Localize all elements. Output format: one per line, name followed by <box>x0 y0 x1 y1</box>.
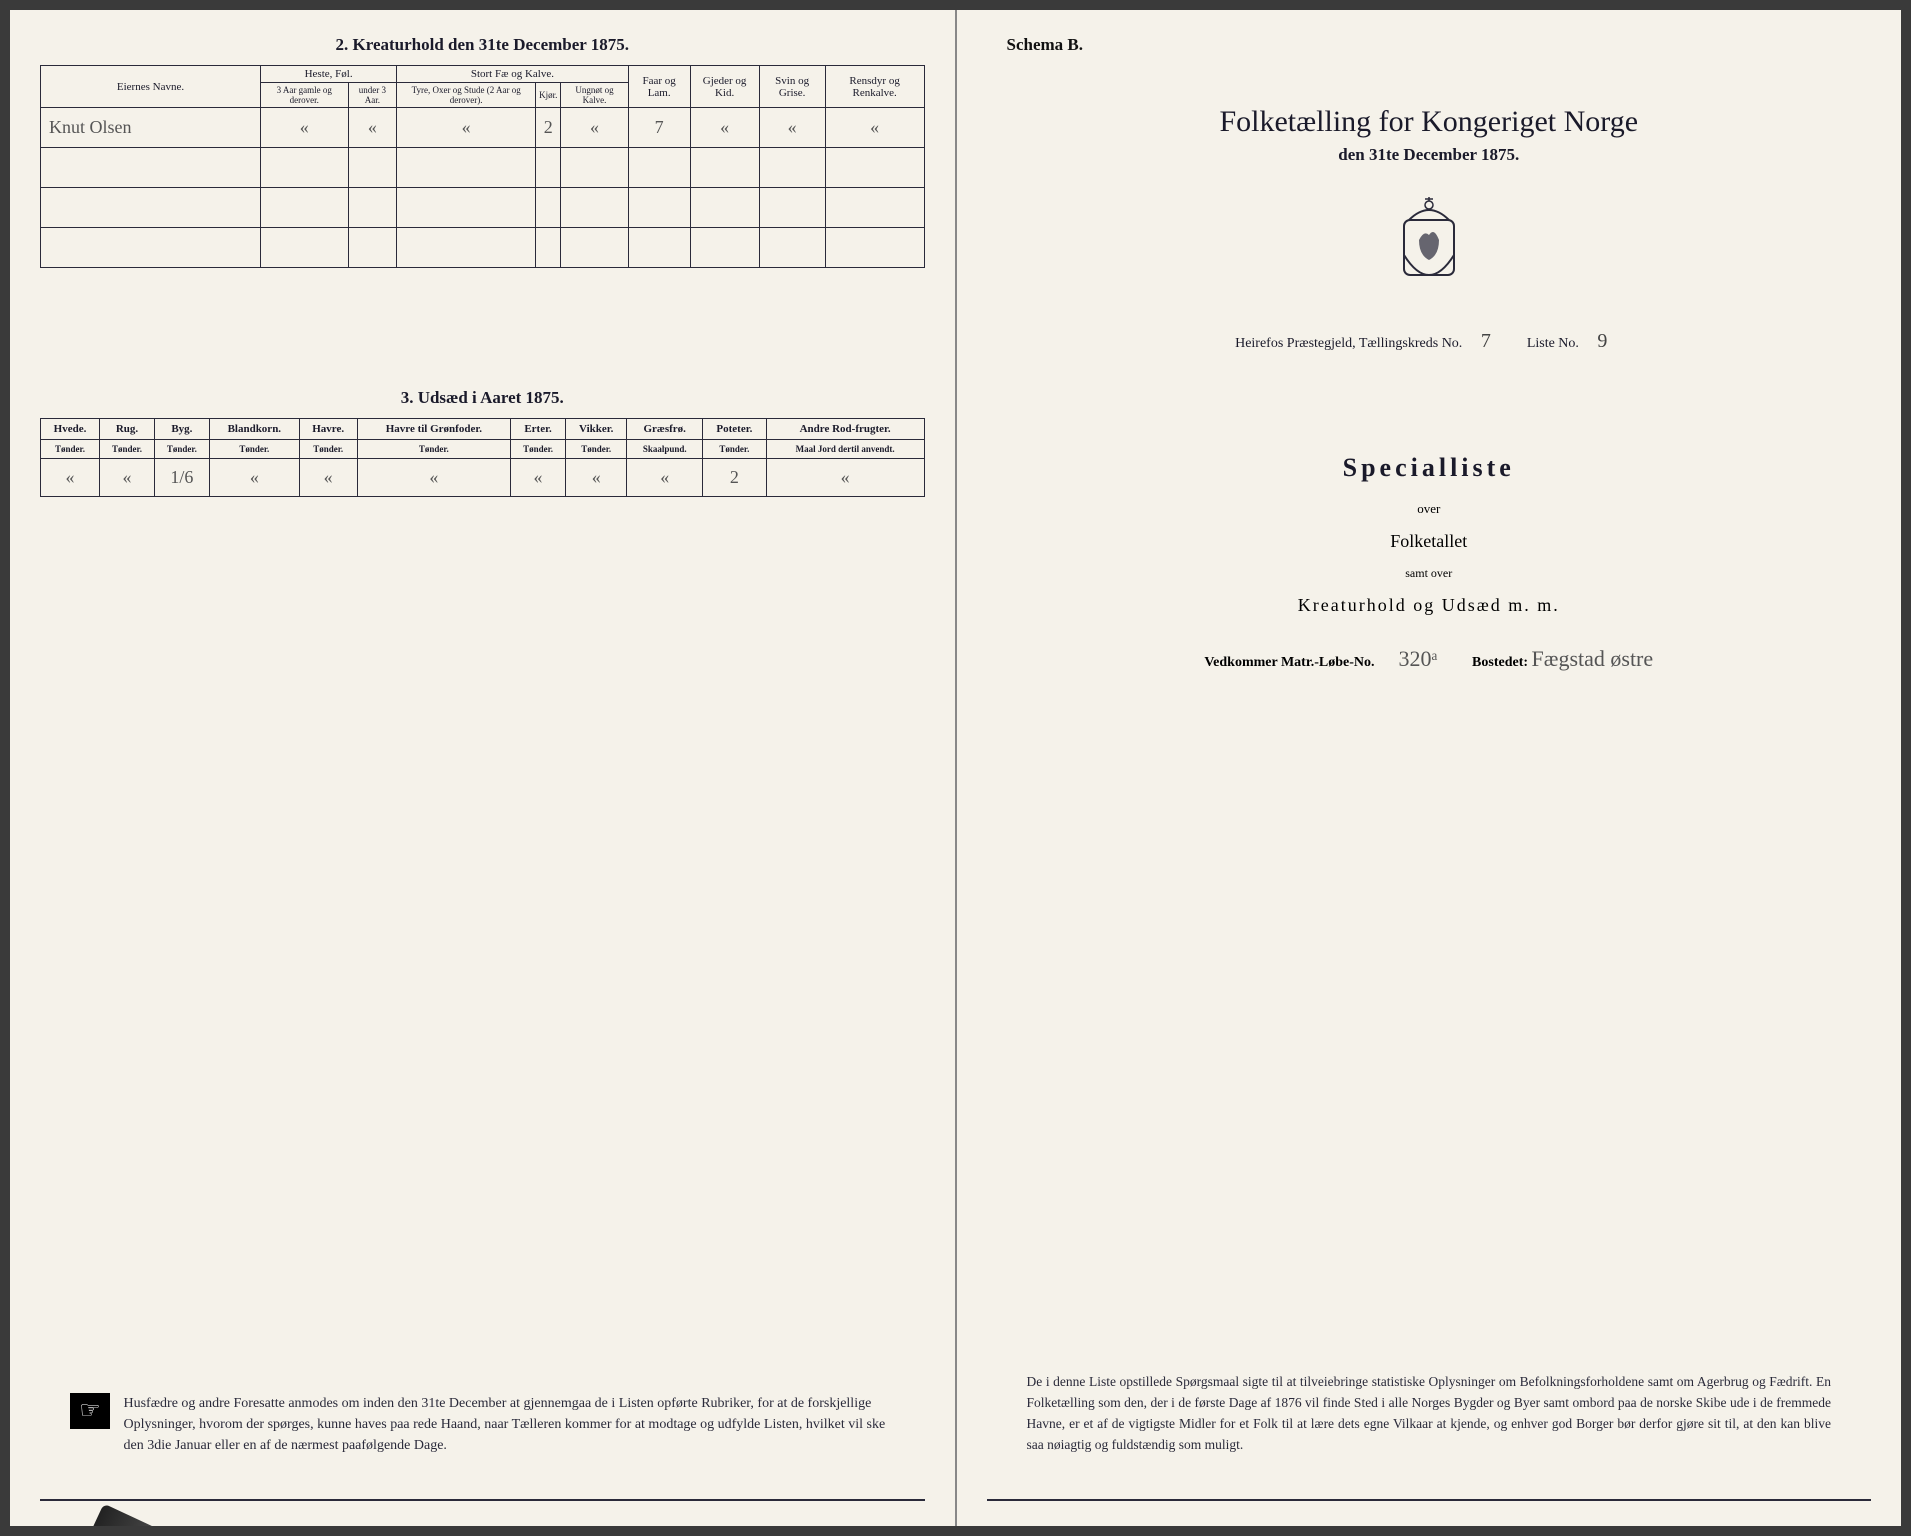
col-horses-b: under 3 Aar. <box>348 83 397 108</box>
unit: Tønder. <box>299 440 357 459</box>
col-cattle-c: Ungnøt og Kalve. <box>561 83 628 108</box>
unit: Tønder. <box>702 440 766 459</box>
col-sheep: Faar og Lam. <box>628 66 690 108</box>
cell: 2 <box>536 108 561 148</box>
col-owner: Eiernes Navne. <box>41 66 261 108</box>
main-title: Folketælling for Kongeriget Norge <box>987 105 1872 139</box>
cell-owner: Knut Olsen <box>41 108 261 148</box>
col-hvede: Hvede. <box>41 419 100 440</box>
cell: « <box>759 108 825 148</box>
liste-label: Liste No. <box>1527 336 1579 351</box>
cell: « <box>565 459 626 497</box>
binder-clip <box>91 1504 249 1526</box>
specialliste-title: Specialliste <box>987 453 1872 483</box>
section-3-title: 3. Udsæd i Aaret 1875. <box>40 388 925 408</box>
col-reindeer: Rensdyr og Renkalve. <box>825 66 924 108</box>
unit: Tønder. <box>154 440 209 459</box>
parish-label: Præstegjeld, Tællingskreds No. <box>1287 336 1463 351</box>
unit: Skaalpund. <box>627 440 703 459</box>
footnote-text: Husfædre og andre Foresatte anmodes om i… <box>124 1393 889 1456</box>
folketallet-label: Folketallet <box>987 531 1872 552</box>
book-spread: 2. Kreaturhold den 31te December 1875. E… <box>10 10 1901 1526</box>
cell: « <box>766 459 924 497</box>
cell: « <box>299 459 357 497</box>
col-cattle-b: Kjør. <box>536 83 561 108</box>
col-bland: Blandkorn. <box>209 419 299 440</box>
cell: « <box>261 108 349 148</box>
schema-label: Schema B. <box>1007 35 1872 55</box>
table-row <box>41 148 925 188</box>
unit: Tønder. <box>357 440 511 459</box>
matr-no: 320ᵃ <box>1378 646 1458 672</box>
cell: 1/6 <box>154 459 209 497</box>
col-rug: Rug. <box>100 419 155 440</box>
cell: « <box>690 108 759 148</box>
kreds-no: 7 <box>1466 330 1506 353</box>
col-havre: Havre. <box>299 419 357 440</box>
over-label: over <box>987 501 1872 517</box>
col-byg: Byg. <box>154 419 209 440</box>
parish-line: Heirefos Præstegjeld, Tællingskreds No. … <box>987 330 1872 353</box>
cell: « <box>825 108 924 148</box>
col-vikker: Vikker. <box>565 419 626 440</box>
unit: Maal Jord dertil anvendt. <box>766 440 924 459</box>
table-row <box>41 188 925 228</box>
col-cattle-group: Stort Fæ og Kalve. <box>397 66 628 83</box>
bottom-rule <box>40 1499 925 1501</box>
section-2-title: 2. Kreaturhold den 31te December 1875. <box>40 35 925 55</box>
right-footnote: De i denne Liste opstillede Spørgsmaal s… <box>1027 1372 1832 1456</box>
sub-title: den 31te December 1875. <box>987 145 1872 165</box>
col-erter: Erter. <box>511 419 566 440</box>
cell: « <box>357 459 511 497</box>
col-havre-g: Havre til Grønfoder. <box>357 419 511 440</box>
left-footnote: ☞ Husfædre og andre Foresatte anmodes om… <box>70 1393 895 1456</box>
cell: « <box>41 459 100 497</box>
col-andre: Andre Rod-frugter. <box>766 419 924 440</box>
cell: « <box>627 459 703 497</box>
table-row <box>41 228 925 268</box>
vedkommer-line: Vedkommer Matr.-Løbe-No. 320ᵃ Bostedet: … <box>987 646 1872 672</box>
bosted: Fægstad østre <box>1532 646 1654 672</box>
col-goats: Gjeder og Kid. <box>690 66 759 108</box>
col-cattle-a: Tyre, Oxer og Stude (2 Aar og derover). <box>397 83 536 108</box>
table-row: « « 1/6 « « « « « « 2 « <box>41 459 925 497</box>
left-page: 2. Kreaturhold den 31te December 1875. E… <box>10 10 956 1526</box>
samt-label: samt over <box>987 566 1872 581</box>
col-graes: Græsfrø. <box>627 419 703 440</box>
table-row: Knut Olsen « « « 2 « 7 « « « <box>41 108 925 148</box>
col-horses-a: 3 Aar gamle og derover. <box>261 83 349 108</box>
livestock-table: Eiernes Navne. Heste, Føl. Stort Fæ og K… <box>40 65 925 268</box>
cell: « <box>209 459 299 497</box>
kreatur-label: Kreaturhold og Udsæd m. m. <box>987 595 1872 616</box>
coat-of-arms-icon <box>987 195 1872 300</box>
bosted-label: Bostedet: <box>1472 655 1528 670</box>
right-page: Schema B. Folketælling for Kongeriget No… <box>956 10 1902 1526</box>
cell: « <box>100 459 155 497</box>
pointing-hand-icon: ☞ <box>70 1393 110 1429</box>
unit: Tønder. <box>41 440 100 459</box>
liste-no: 9 <box>1582 330 1622 353</box>
cell: « <box>511 459 566 497</box>
unit: Tønder. <box>565 440 626 459</box>
cell: 2 <box>702 459 766 497</box>
cell: « <box>561 108 628 148</box>
unit: Tønder. <box>511 440 566 459</box>
cell: « <box>397 108 536 148</box>
bottom-rule <box>987 1499 1872 1501</box>
vedk-label: Vedkommer Matr.-Løbe-No. <box>1204 655 1374 670</box>
unit: Tønder. <box>100 440 155 459</box>
cell: « <box>348 108 397 148</box>
col-pigs: Svin og Grise. <box>759 66 825 108</box>
cell: 7 <box>628 108 690 148</box>
parish-prefix: Heirefos <box>1235 336 1283 351</box>
col-poteter: Poteter. <box>702 419 766 440</box>
unit: Tønder. <box>209 440 299 459</box>
seed-table: Hvede. Rug. Byg. Blandkorn. Havre. Havre… <box>40 418 925 497</box>
col-horses-group: Heste, Føl. <box>261 66 397 83</box>
